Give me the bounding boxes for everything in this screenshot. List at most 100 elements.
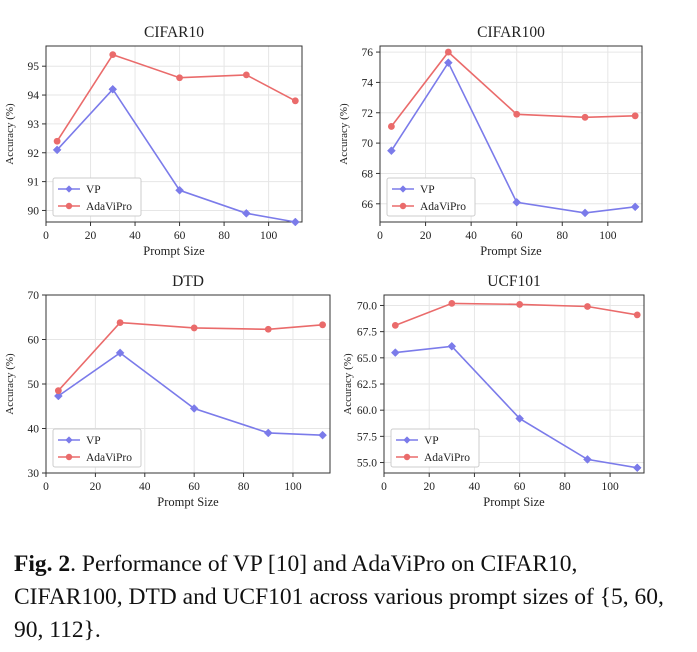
x-tick-label: 20 (85, 230, 97, 242)
vp-point (175, 185, 184, 195)
vp-point (632, 463, 642, 473)
y-tick-label: 55.0 (357, 458, 377, 470)
x-tick-label: 80 (559, 481, 571, 493)
y-tick-label: 67.5 (357, 327, 377, 339)
y-tick-label: 68 (362, 168, 374, 180)
adavipro-point (190, 324, 198, 332)
x-tick-label: 20 (420, 230, 432, 242)
x-tick-label: 100 (260, 230, 278, 242)
x-tick-label: 40 (465, 230, 477, 242)
adavipro-point (631, 112, 639, 120)
x-tick-label: 80 (218, 230, 230, 242)
y-tick-label: 95 (28, 61, 40, 73)
adavipro-point (291, 97, 299, 105)
vp-point (447, 341, 457, 351)
legend-marker-vp (403, 436, 411, 444)
legend-marker-adavipro (403, 453, 411, 461)
y-tick-label: 76 (362, 47, 374, 59)
vp-point (189, 404, 199, 413)
chart-panel-1: 0 20 40 60 80 100 66 68 70 72 74 76 CIFAR100 Prompt S… (338, 24, 643, 258)
legend-marker-vp (399, 185, 407, 193)
x-tick-label: 60 (188, 481, 200, 493)
vp-point (512, 197, 522, 207)
adavipro-point (116, 319, 124, 326)
x-tick-label: 100 (601, 481, 619, 493)
adavipro-point (444, 48, 452, 56)
y-tick-label: 92 (28, 148, 40, 160)
x-tick-label: 80 (557, 230, 569, 242)
adavipro-point (242, 71, 250, 79)
chart-title: DTD (172, 273, 204, 290)
chart-title: UCF101 (487, 273, 540, 290)
x-axis-label: Prompt Size (483, 495, 545, 509)
vp-point (290, 217, 300, 227)
figure-charts: 0 20 40 60 80 100 90 91 92 93 94 95 CIFAR10 Prompt Si… (4, 24, 645, 509)
y-tick-label: 90 (28, 205, 40, 217)
legend-label: VP (420, 184, 435, 196)
adavipro-point (516, 301, 524, 308)
adavipro-point (264, 325, 272, 333)
y-tick-label: 91 (28, 177, 40, 189)
adavipro-point (53, 137, 61, 145)
y-axis-label: Accuracy (%) (4, 103, 16, 165)
y-axis-label: Accuracy (%) (342, 353, 354, 415)
vp-point (390, 348, 400, 357)
adavipro-point (391, 321, 399, 329)
y-tick-label: 74 (362, 77, 374, 89)
y-tick-label: 70.0 (357, 300, 377, 312)
legend-label: VP (86, 435, 101, 447)
adavipro-point (633, 311, 641, 319)
legend-label: AdaViPro (420, 201, 466, 213)
adavipro-point (176, 74, 183, 82)
y-tick-label: 30 (28, 468, 40, 480)
caption-label: Fig. 2 (14, 551, 71, 577)
x-tick-label: 0 (377, 230, 383, 242)
y-tick-label: 94 (28, 90, 40, 102)
adavipro-point (109, 51, 117, 59)
chart-title: CIFAR100 (477, 24, 545, 41)
y-tick-label: 66 (362, 199, 374, 211)
y-tick-label: 65.0 (357, 353, 377, 365)
adavipro-point (387, 123, 395, 130)
legend-marker-adavipro (399, 202, 407, 210)
adavipro-point (448, 299, 456, 307)
chart-title: CIFAR10 (144, 24, 204, 41)
chart-panel-0: 0 20 40 60 80 100 90 91 92 93 94 95 CIFAR10 Prompt Si… (4, 24, 303, 258)
vp-point (318, 430, 327, 440)
legend-label: VP (424, 435, 439, 447)
vp-point (115, 348, 125, 358)
x-tick-label: 100 (599, 230, 617, 242)
vp-point (52, 145, 62, 155)
vp-point (263, 428, 273, 438)
x-tick-label: 60 (174, 230, 186, 242)
y-tick-label: 40 (28, 424, 40, 436)
vp-point (630, 202, 640, 212)
legend-label: AdaViPro (86, 452, 132, 464)
x-tick-label: 100 (284, 481, 302, 493)
y-tick-label: 72 (362, 108, 374, 120)
vp-point (443, 58, 453, 68)
x-tick-label: 60 (514, 481, 526, 493)
vp-point (241, 208, 251, 218)
vp-point (387, 146, 396, 156)
y-tick-label: 70 (362, 138, 374, 150)
legend-label: AdaViPro (424, 452, 470, 464)
legend-marker-adavipro (65, 202, 73, 210)
x-tick-label: 40 (129, 230, 141, 242)
x-tick-label: 40 (139, 481, 151, 493)
caption-text: . Performance of VP [10] and AdaViPro on… (14, 551, 664, 643)
x-tick-label: 80 (238, 481, 250, 493)
adavipro-point (584, 303, 591, 310)
legend-marker-vp (65, 185, 73, 193)
chart-panel-2: 0 20 40 60 80 100 30 40 50 60 70 DTD Prompt Size Accu… (4, 273, 331, 509)
x-tick-label: 0 (43, 481, 49, 493)
figure-caption: Fig. 2. Performance of VP [10] and AdaVi… (14, 548, 686, 647)
y-tick-label: 62.5 (357, 379, 377, 391)
y-axis-label: Accuracy (%) (338, 103, 350, 165)
adavipro-point (54, 387, 62, 395)
legend-label: AdaViPro (86, 201, 132, 213)
legend-marker-adavipro (65, 453, 73, 461)
adavipro-point (513, 110, 521, 118)
vp-point (108, 84, 118, 94)
y-tick-label: 50 (28, 379, 40, 391)
